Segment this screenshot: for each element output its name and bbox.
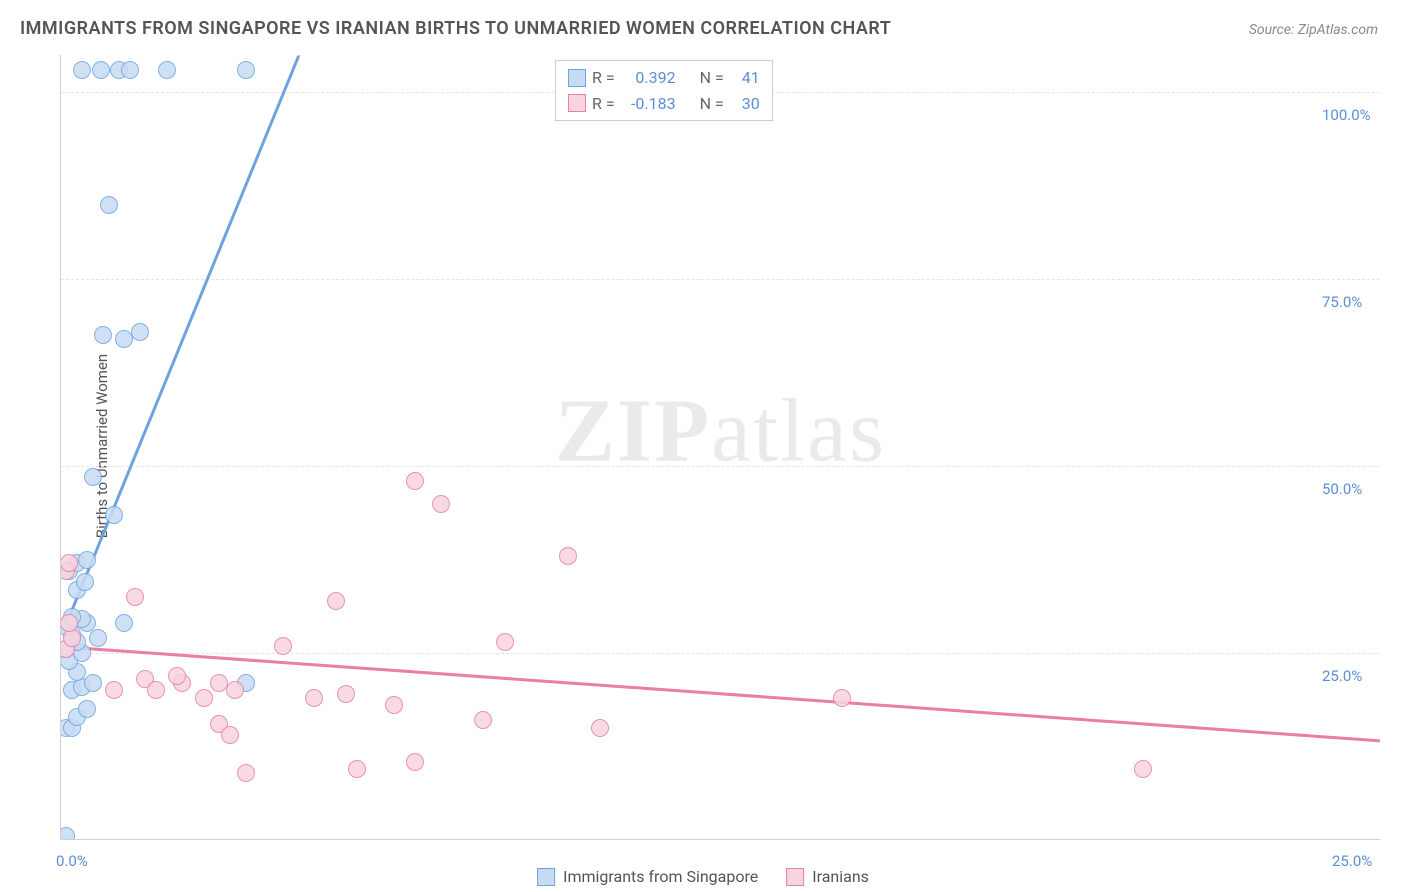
scatter-point: [432, 495, 450, 513]
legend-correlation: R = 0.392 N =41 R = -0.183 N =30: [555, 60, 773, 121]
y-tick-label: 75.0%: [1322, 293, 1362, 311]
scatter-point: [406, 472, 424, 490]
scatter-point: [168, 667, 186, 685]
scatter-point: [84, 468, 102, 486]
scatter-point: [60, 614, 78, 632]
scatter-point: [591, 719, 609, 737]
legend-series-label: Iranians: [812, 867, 869, 886]
scatter-point: [305, 689, 323, 707]
scatter-point: [158, 61, 176, 79]
legend-swatch: [568, 94, 586, 112]
scatter-point: [131, 323, 149, 341]
scatter-point: [237, 764, 255, 782]
gridline-h: [61, 653, 1380, 654]
y-tick-label: 25.0%: [1322, 667, 1362, 685]
scatter-point: [115, 614, 133, 632]
scatter-point: [76, 573, 94, 591]
y-tick-label: 100.0%: [1322, 106, 1371, 124]
scatter-point: [195, 689, 213, 707]
scatter-point: [100, 196, 118, 214]
scatter-point: [237, 61, 255, 79]
legend-n-label: N =: [700, 91, 724, 117]
scatter-point: [833, 689, 851, 707]
legend-r-label: R =: [592, 91, 615, 117]
scatter-point: [78, 551, 96, 569]
legend-n-value: 41: [730, 65, 760, 91]
legend-r-value: -0.183: [621, 91, 676, 117]
scatter-point: [105, 506, 123, 524]
scatter-point: [92, 61, 110, 79]
x-tick-label: 25.0%: [1332, 852, 1372, 870]
scatter-point: [60, 554, 78, 572]
watermark: ZIPatlas: [555, 380, 886, 483]
scatter-point: [126, 588, 144, 606]
legend-swatch: [537, 868, 555, 886]
scatter-point: [60, 827, 75, 840]
scatter-point: [1134, 760, 1152, 778]
legend-series: Immigrants from Singapore Iranians: [537, 867, 869, 886]
chart-container: IMMIGRANTS FROM SINGAPORE VS IRANIAN BIR…: [0, 0, 1406, 892]
scatter-point: [337, 685, 355, 703]
legend-row: R = -0.183 N =30: [568, 91, 760, 117]
scatter-point: [89, 629, 107, 647]
x-tick-label: 0.0%: [56, 852, 88, 870]
scatter-point: [559, 547, 577, 565]
scatter-point: [63, 629, 81, 647]
scatter-point: [474, 711, 492, 729]
chart-title: IMMIGRANTS FROM SINGAPORE VS IRANIAN BIR…: [20, 18, 891, 39]
legend-n-value: 30: [730, 91, 760, 117]
scatter-point: [496, 633, 514, 651]
legend-swatch: [786, 868, 804, 886]
scatter-point: [78, 700, 96, 718]
scatter-point: [221, 726, 239, 744]
legend-series-item: Immigrants from Singapore: [537, 867, 758, 886]
gridline-h: [61, 279, 1380, 280]
scatter-point: [121, 61, 139, 79]
scatter-point: [327, 592, 345, 610]
scatter-point: [94, 326, 112, 344]
scatter-point: [385, 696, 403, 714]
scatter-point: [348, 760, 366, 778]
plot-area: ZIPatlas: [60, 55, 1380, 840]
gridline-h: [61, 466, 1380, 467]
scatter-point: [274, 637, 292, 655]
legend-series-item: Iranians: [786, 867, 869, 886]
legend-r-label: R =: [592, 65, 615, 91]
source-attribution: Source: ZipAtlas.com: [1249, 22, 1378, 38]
y-tick-label: 50.0%: [1322, 480, 1362, 498]
legend-swatch: [568, 69, 586, 87]
scatter-point: [406, 753, 424, 771]
trend-line-dashed: [298, 55, 379, 56]
legend-row: R = 0.392 N =41: [568, 65, 760, 91]
scatter-point: [84, 674, 102, 692]
scatter-point: [226, 681, 244, 699]
legend-r-value: 0.392: [621, 65, 676, 91]
legend-series-label: Immigrants from Singapore: [563, 867, 758, 886]
scatter-point: [105, 681, 123, 699]
legend-n-label: N =: [700, 65, 724, 91]
scatter-point: [147, 681, 165, 699]
scatter-point: [73, 61, 91, 79]
trend-line: [71, 646, 1380, 742]
